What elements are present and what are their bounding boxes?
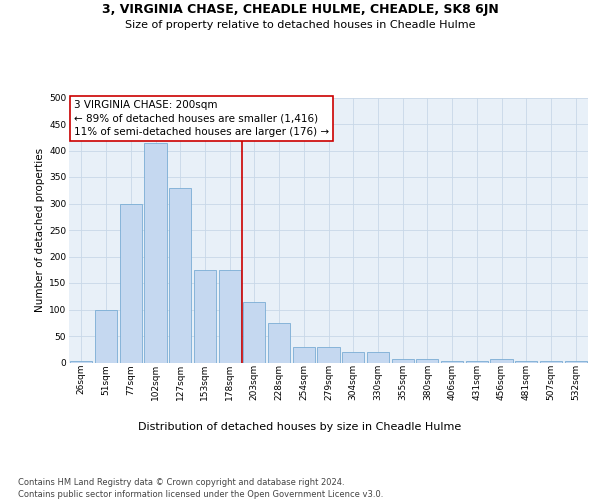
Y-axis label: Number of detached properties: Number of detached properties xyxy=(35,148,45,312)
Text: 3, VIRGINIA CHASE, CHEADLE HULME, CHEADLE, SK8 6JN: 3, VIRGINIA CHASE, CHEADLE HULME, CHEADL… xyxy=(101,2,499,16)
Text: Distribution of detached houses by size in Cheadle Hulme: Distribution of detached houses by size … xyxy=(139,422,461,432)
Bar xyxy=(268,323,290,362)
Bar xyxy=(145,142,167,362)
Text: Size of property relative to detached houses in Cheadle Hulme: Size of property relative to detached ho… xyxy=(125,20,475,30)
Bar xyxy=(392,359,414,362)
Bar xyxy=(95,310,117,362)
Bar xyxy=(194,270,216,362)
Bar xyxy=(293,346,315,362)
Bar xyxy=(342,352,364,362)
Bar xyxy=(119,204,142,362)
Bar xyxy=(243,302,265,362)
Text: Contains HM Land Registry data © Crown copyright and database right 2024.
Contai: Contains HM Land Registry data © Crown c… xyxy=(18,478,383,499)
Bar xyxy=(218,270,241,362)
Bar xyxy=(416,359,439,362)
Text: 3 VIRGINIA CHASE: 200sqm
← 89% of detached houses are smaller (1,416)
11% of sem: 3 VIRGINIA CHASE: 200sqm ← 89% of detach… xyxy=(74,100,329,136)
Bar xyxy=(367,352,389,362)
Bar xyxy=(490,359,512,362)
Bar xyxy=(317,346,340,362)
Bar xyxy=(169,188,191,362)
